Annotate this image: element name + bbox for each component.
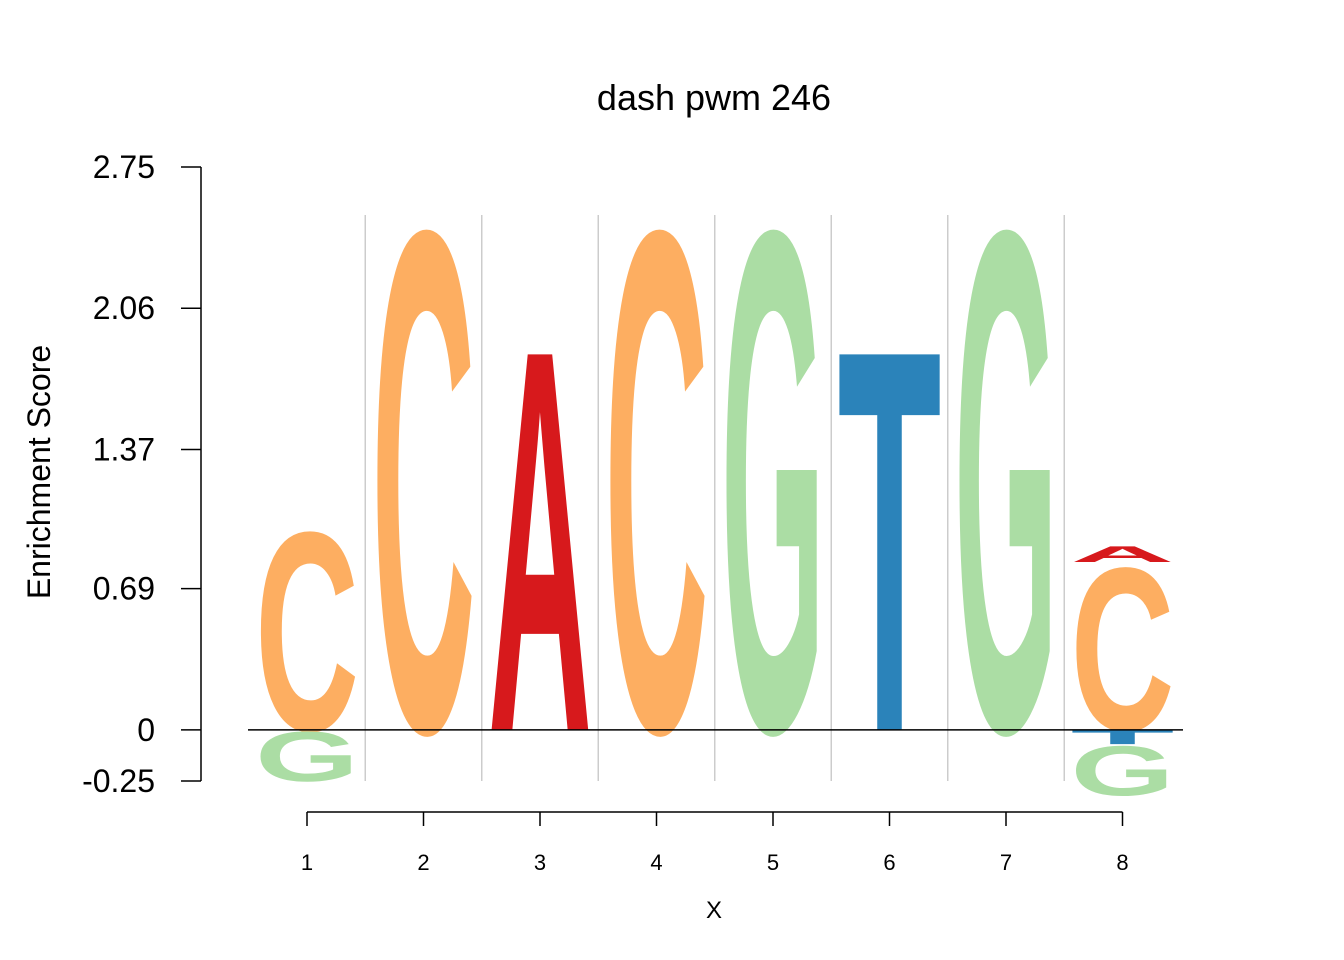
logo-letter-G: G [721,83,825,882]
y-tick-label: 2.75 [93,149,155,185]
x-tick-label: 4 [650,850,662,875]
logo-letter-G: G [954,83,1058,882]
y-tick-label: 0.69 [93,571,155,607]
logo-letter-T: T [1071,726,1175,748]
y-tick-label: 0 [137,712,155,748]
x-tick-label: 1 [301,850,313,875]
x-tick-label: 3 [534,850,546,875]
logo-letter-C: C [605,82,709,882]
y-tick-label: -0.25 [82,763,155,799]
y-tick-label: 2.06 [93,290,155,326]
y-axis: 2.75 2.06 1.37 0.69 0 -0.25 [82,149,202,799]
x-axis: 1 2 3 4 5 6 7 8 [301,811,1129,875]
logo-letter-G: G [255,717,359,797]
position-separators [364,215,1065,781]
logo-letter-C: C [1071,520,1175,780]
x-tick-label: 7 [1000,850,1012,875]
x-tick-label: 8 [1116,850,1128,875]
logo-letter-C: C [372,82,476,882]
logo-letter-C: C [255,472,359,790]
logo-letter-G: G [1071,731,1175,811]
x-tick-label: 6 [883,850,895,875]
y-axis-label: Enrichment Score [21,345,57,599]
chart-title: dash pwm 246 [597,77,831,118]
x-tick-label: 2 [417,850,429,875]
x-tick-label: 5 [767,850,779,875]
logo-letter-T: T [838,236,942,846]
logo-letter-A: A [488,236,592,846]
x-axis-label: X [706,897,722,924]
logo-letter-A: A [1070,541,1174,566]
y-tick-label: 1.37 [93,431,155,467]
